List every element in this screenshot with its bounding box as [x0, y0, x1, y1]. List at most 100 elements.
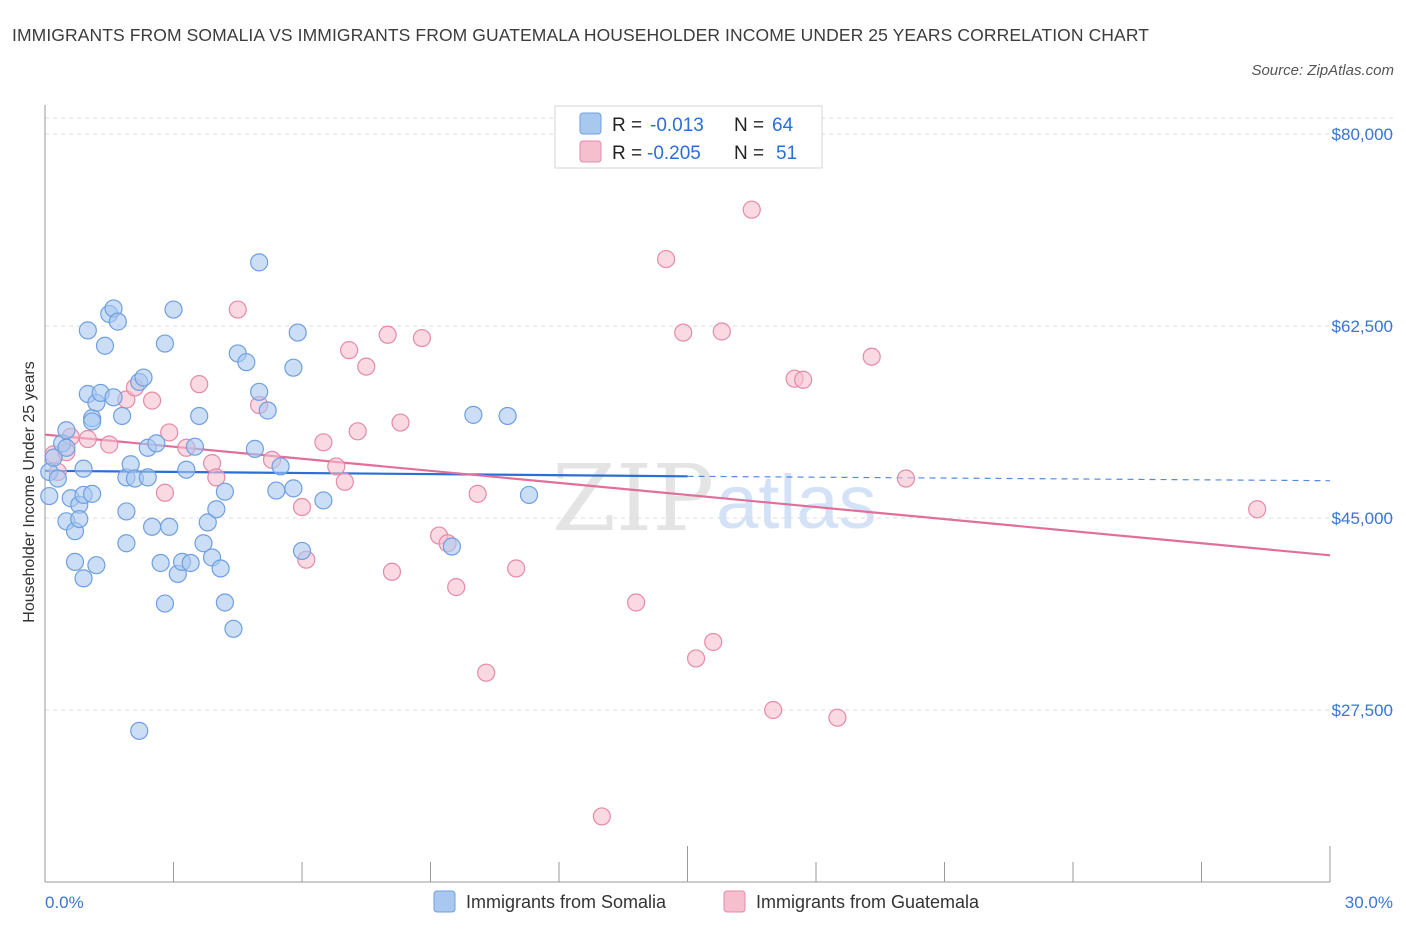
- guatemala-point: [412, 328, 432, 348]
- somalia-point: [185, 437, 205, 456]
- somalia-point: [65, 552, 85, 571]
- guatemala-point: [327, 457, 346, 476]
- somalia-points: [40, 253, 539, 740]
- somalia-point: [44, 448, 63, 467]
- somalia-point: [215, 593, 234, 612]
- guatemala-point: [896, 469, 916, 488]
- legend-r-value-guatemala: -0.205: [647, 143, 701, 164]
- guatemala-point: [794, 370, 813, 389]
- somalia-point: [74, 569, 93, 588]
- somalia-point: [245, 439, 264, 458]
- somalia-point: [237, 353, 256, 372]
- legend-r-label-guatemala: R =: [612, 143, 642, 164]
- guatemala-point: [207, 468, 226, 487]
- guatemala-point: [468, 484, 487, 503]
- guatemala-point: [378, 325, 397, 344]
- somalia-point: [519, 485, 539, 505]
- somalia-point: [117, 502, 136, 521]
- somalia-point: [95, 336, 115, 355]
- somalia-point: [151, 553, 170, 573]
- guatemala-point: [340, 341, 359, 360]
- watermark-zip: ZIP: [552, 445, 714, 552]
- somalia-point: [464, 405, 483, 424]
- somalia-point: [267, 481, 286, 500]
- somalia-point: [190, 406, 209, 426]
- somalia-point: [498, 406, 517, 426]
- guatemala-point: [862, 347, 881, 366]
- somalia-point: [108, 312, 127, 331]
- y-tick-label: $80,000: [1332, 125, 1393, 144]
- x-tick-label: 30.0%: [1345, 893, 1393, 912]
- legend-n-label-somalia: N =: [734, 115, 764, 136]
- somalia-point: [70, 509, 89, 529]
- guatemala-point: [477, 663, 496, 682]
- guatemala-point: [626, 593, 646, 612]
- guatemala-point: [190, 375, 209, 394]
- somalia-point: [250, 382, 269, 401]
- guatemala-point: [764, 700, 783, 720]
- guatemala-point: [228, 300, 247, 319]
- bottom-legend-swatch-guatemala: [723, 890, 746, 913]
- somalia-point: [292, 541, 312, 561]
- stats-legend: R = -0.013 N = 64 R = -0.205 N = 51: [554, 105, 823, 169]
- somalia-point: [160, 517, 179, 536]
- x-tick-label: 0.0%: [45, 893, 84, 912]
- source-label: Source: ZipAtlas.com: [1251, 62, 1394, 79]
- guatemala-point: [712, 322, 731, 341]
- guatemala-point: [155, 483, 175, 502]
- somalia-point: [78, 321, 97, 340]
- somalia-point: [142, 517, 162, 536]
- somalia-point: [284, 479, 303, 498]
- bottom-legend-label-guatemala: Immigrants from Guatemala: [756, 892, 980, 912]
- guatemala-point: [348, 422, 367, 441]
- somalia-point: [155, 594, 175, 613]
- guatemala-point: [742, 200, 761, 219]
- somalia-point: [147, 434, 166, 453]
- guatemala-point: [292, 497, 312, 517]
- somalia-point: [284, 358, 303, 377]
- somalia-point: [130, 721, 149, 740]
- legend-swatch-guatemala: [579, 140, 602, 163]
- somalia-point: [271, 457, 290, 476]
- legend-n-label-guatemala: N =: [734, 143, 764, 164]
- chart-title: IMMIGRANTS FROM SOMALIA VS IMMIGRANTS FR…: [12, 25, 1150, 45]
- series-legend: Immigrants from Somalia Immigrants from …: [433, 890, 980, 913]
- y-tick-label: $62,500: [1332, 317, 1393, 336]
- legend-swatch-somalia: [579, 112, 602, 135]
- somalia-point: [224, 619, 243, 638]
- somalia-point: [442, 537, 462, 556]
- guatemala-point: [78, 429, 97, 449]
- legend-n-value-somalia: 64: [772, 115, 794, 136]
- somalia-point: [198, 513, 217, 532]
- somalia-point: [117, 534, 136, 553]
- somalia-point: [177, 460, 196, 479]
- guatemala-point: [160, 423, 179, 442]
- guatemala-point: [656, 249, 676, 269]
- somalia-trend-extension: [687, 475, 1331, 482]
- somalia-point: [164, 300, 183, 319]
- somalia-point: [207, 500, 226, 519]
- gridlines: [45, 117, 1395, 711]
- somalia-point: [83, 412, 102, 431]
- somalia-point: [87, 556, 106, 575]
- y-tick-label: $45,000: [1332, 509, 1393, 528]
- somalia-point: [138, 468, 157, 487]
- watermark-atlas: atlas: [716, 460, 877, 545]
- somalia-point: [134, 368, 153, 387]
- bottom-legend-swatch-somalia: [433, 890, 456, 913]
- somalia-point: [74, 459, 93, 478]
- legend-n-value-guatemala: 51: [776, 143, 797, 164]
- guatemala-point: [686, 649, 706, 668]
- guatemala-point: [507, 559, 526, 578]
- somalia-point: [314, 491, 333, 510]
- somalia-point: [215, 482, 234, 501]
- guatemala-point: [447, 578, 466, 597]
- somalia-point: [155, 334, 175, 353]
- guatemala-point: [357, 357, 376, 376]
- y-tick-label: $27,500: [1332, 701, 1393, 720]
- somalia-point: [181, 553, 200, 573]
- somalia-point: [112, 406, 132, 426]
- somalia-point: [83, 484, 102, 503]
- somalia-point: [258, 401, 277, 420]
